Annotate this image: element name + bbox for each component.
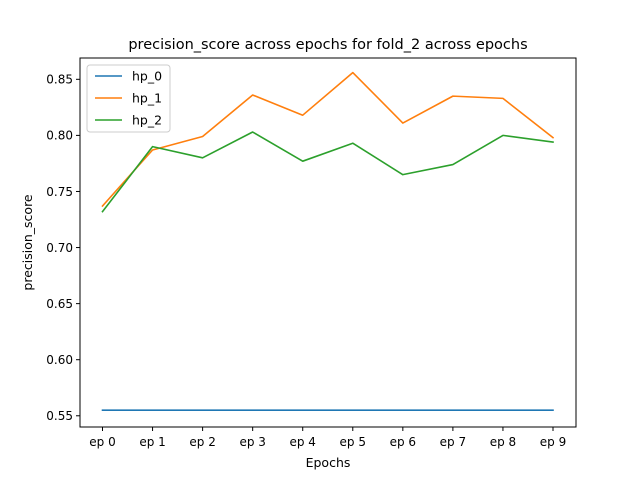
legend-label-hp-1: hp_1: [132, 91, 162, 106]
x-tick-label: ep 2: [189, 435, 215, 449]
legend: hp_0 hp_1 hp_2: [86, 64, 171, 133]
x-tick-label: ep 6: [390, 435, 416, 449]
y-tick-label: 0.75: [46, 185, 73, 199]
series-line-hp-1: [101, 71, 555, 208]
y-axis-label: precision_score: [20, 194, 35, 291]
x-tick-label: ep 7: [440, 435, 466, 449]
plot-area-frame: [79, 57, 577, 428]
y-tick-label: 0.85: [46, 73, 73, 87]
x-tick-label: ep 4: [289, 435, 315, 449]
x-tick-label: ep 9: [540, 435, 566, 449]
y-tick-label: 0.70: [46, 241, 73, 255]
x-tick-label: ep 5: [340, 435, 366, 449]
legend-label-hp-2: hp_2: [132, 113, 162, 128]
series-lines: [101, 71, 555, 411]
x-tick-label: ep 0: [89, 435, 115, 449]
series-line-hp-2: [101, 131, 554, 213]
y-axis: 0.55 0.60 0.65 0.70 0.75 0.80 0.85: [46, 73, 80, 423]
y-tick-label: 0.80: [46, 129, 73, 143]
y-tick-label: 0.60: [46, 353, 73, 367]
x-tick-label: ep 3: [239, 435, 265, 449]
y-tick-label: 0.55: [46, 409, 73, 423]
x-axis-label: Epochs: [306, 455, 351, 470]
x-tick-label: ep 1: [139, 435, 165, 449]
legend-box: [86, 64, 171, 133]
y-tick-label: 0.65: [46, 297, 73, 311]
legend-label-hp-0: hp_0: [132, 69, 162, 84]
chart-title: precision_score across epochs for fold_2…: [128, 37, 527, 53]
x-tick-label: ep 8: [490, 435, 516, 449]
x-axis: ep 0 ep 1 ep 2 ep 3 ep 4 ep 5 ep 6 ep 7 ep 8 ep 9: [89, 427, 566, 449]
